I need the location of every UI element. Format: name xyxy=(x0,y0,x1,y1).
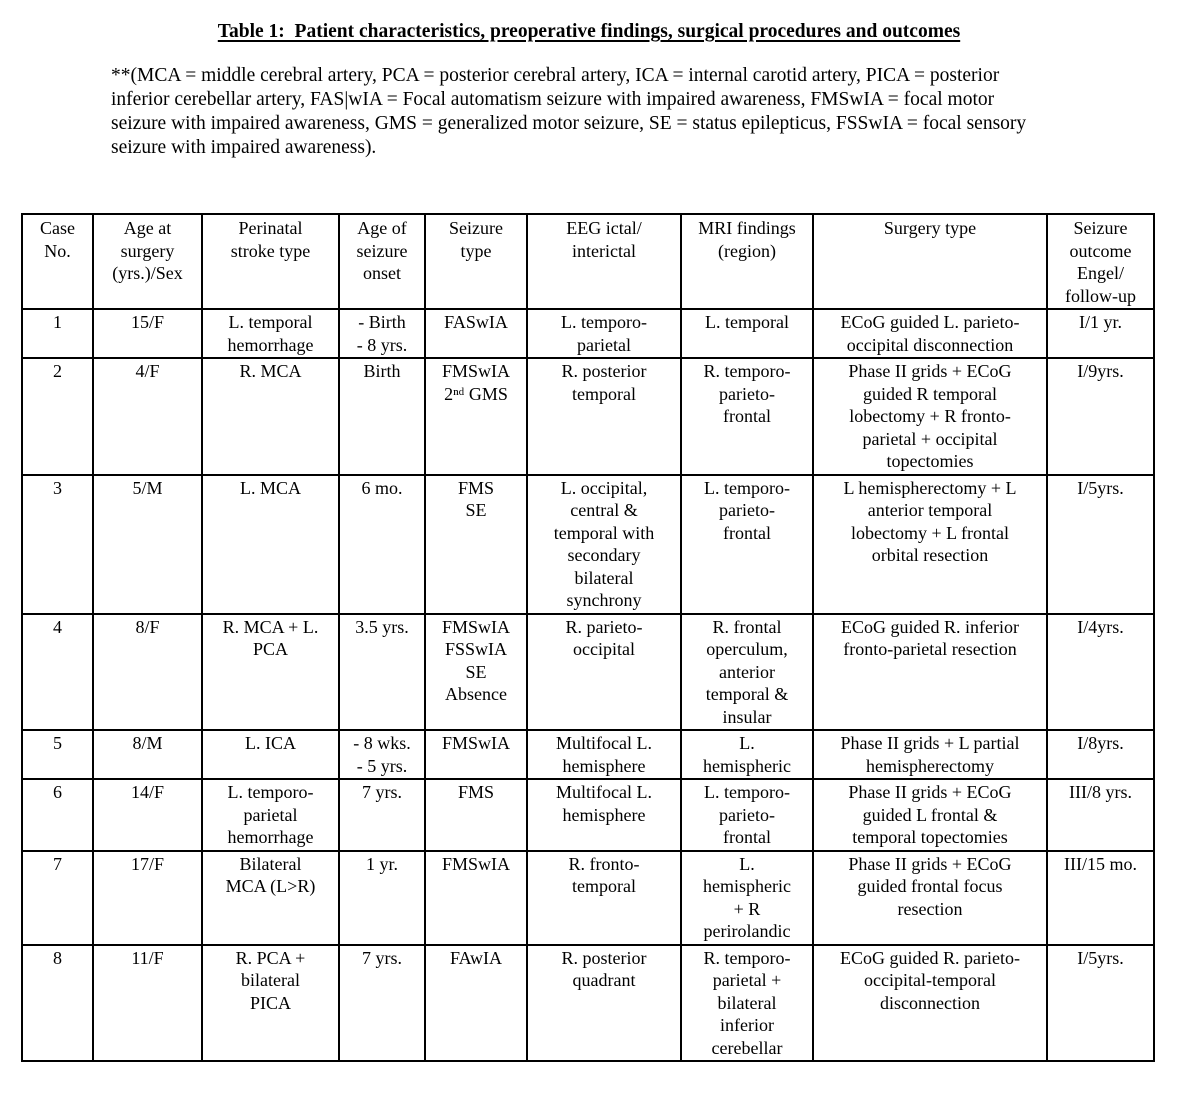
table-cell: R. temporo- parietal + bilateral inferio… xyxy=(680,943,814,1062)
table-row: 6 14/F L. temporo- parietal hemorrhage 7 yr… xyxy=(21,778,1155,852)
table-cell: I/8yrs. xyxy=(1046,729,1155,780)
table-cell: I/1 yr. xyxy=(1046,308,1155,359)
table-cell: 3.5 yrs. xyxy=(338,612,426,731)
column-header: Surgery type xyxy=(812,213,1048,310)
table-cell: FMSwIA FSSwIA SE Absence xyxy=(424,612,528,731)
table-cell: L. MCA xyxy=(201,473,340,615)
table-cell: 8/M xyxy=(92,729,203,780)
table-cell: L. temporal hemorrhage xyxy=(201,308,340,359)
table-cell: I/5yrs. xyxy=(1046,473,1155,615)
table-cell: 17/F xyxy=(92,849,203,946)
table-cell: Multifocal L. hemisphere xyxy=(526,778,682,852)
table-cell: 8 xyxy=(21,943,94,1062)
column-header: EEG ictal/ interictal xyxy=(526,213,682,310)
table-cell: Phase II grids + ECoG guided R temporal … xyxy=(812,357,1048,476)
table-cell: Phase II grids + L partial hemispherecto… xyxy=(812,729,1048,780)
table-cell: L. temporo- parietal hemorrhage xyxy=(201,778,340,852)
table-cell: 6 mo. xyxy=(338,473,426,615)
table-cell: L. ICA xyxy=(201,729,340,780)
table-cell: Multifocal L. hemisphere xyxy=(526,729,682,780)
table-cell: 5 xyxy=(21,729,94,780)
table-cell: Phase II grids + ECoG guided L frontal &… xyxy=(812,778,1048,852)
table-cell: ECoG guided R. parieto- occipital-tempor… xyxy=(812,943,1048,1062)
abbreviation-note: **(MCA = middle cerebral artery, PCA = p… xyxy=(111,65,1027,158)
table-cell: III/15 mo. xyxy=(1046,849,1155,946)
table-cell: 2 xyxy=(21,357,94,476)
table-cell: Birth xyxy=(338,357,426,476)
table-cell: L hemispherectomy + L anterior temporal … xyxy=(812,473,1048,615)
table-cell: 4/F xyxy=(92,357,203,476)
table-cell: R. posterior quadrant xyxy=(526,943,682,1062)
table-cell: L. temporo- parieto- frontal xyxy=(680,778,814,852)
table-cell: L. hemispheric + R perirolandic xyxy=(680,849,814,946)
table-cell: R. MCA + L. PCA xyxy=(201,612,340,731)
table-cell: L. temporal xyxy=(680,308,814,359)
table-cell: R. MCA xyxy=(201,357,340,476)
table-cell: ECoG guided R. inferior fronto-parietal … xyxy=(812,612,1048,731)
table-cell: 3 xyxy=(21,473,94,615)
table-cell: 5/M xyxy=(92,473,203,615)
table-row: 3 5/M L. MCA 6 mo. FMS SE L. occipital, centr… xyxy=(21,473,1155,615)
document-page: Table 1: Patient characteristics, preope… xyxy=(0,20,1178,1062)
table-cell: FMS xyxy=(424,778,528,852)
page: { "doc": { "title": "Table 1: Patient ch… xyxy=(0,20,1178,1114)
table-cell: L. hemispheric xyxy=(680,729,814,780)
table-cell: FMSwIA 2ⁿᵈ GMS xyxy=(424,357,528,476)
table-cell: ECoG guided L. parieto- occipital discon… xyxy=(812,308,1048,359)
column-header: MRI findings (region) xyxy=(680,213,814,310)
column-header: Case No. xyxy=(21,213,94,310)
table-row: 5 8/M L. ICA - 8 wks. - 5 yrs. FMSwIA Multifo… xyxy=(21,729,1155,780)
table-cell: FMSwIA xyxy=(424,729,528,780)
table-cell: - 8 wks. - 5 yrs. xyxy=(338,729,426,780)
table-cell: 1 xyxy=(21,308,94,359)
table-cell: 7 yrs. xyxy=(338,943,426,1062)
table-cell: I/4yrs. xyxy=(1046,612,1155,731)
table-cell: L. temporo- parietal xyxy=(526,308,682,359)
table-cell: R. temporo- parieto- frontal xyxy=(680,357,814,476)
table-row: 8 11/F R. PCA + bilateral PICA 7 yrs. FAwIA R… xyxy=(21,943,1155,1062)
table-title: Table 1: Patient characteristics, preope… xyxy=(217,21,961,42)
table-cell: III/8 yrs. xyxy=(1046,778,1155,852)
table-body: 1 15/F L. temporal hemorrhage - Birth - 8 y… xyxy=(21,308,1155,1062)
table-cell: R. frontal operculum, anterior temporal … xyxy=(680,612,814,731)
table-cell: 4 xyxy=(21,612,94,731)
table-cell: Phase II grids + ECoG guided frontal foc… xyxy=(812,849,1048,946)
table-cell: 7 yrs. xyxy=(338,778,426,852)
table-cell: 14/F xyxy=(92,778,203,852)
table-row: 4 8/F R. MCA + L. PCA 3.5 yrs. FMSwIA FSSwIA… xyxy=(21,612,1155,731)
table-cell: FASwIA xyxy=(424,308,528,359)
header-row: Case No. Age at surgery (yrs.)/Sex Perinat… xyxy=(21,213,1155,310)
column-header: Perinatal stroke type xyxy=(201,213,340,310)
table-row: 7 17/F Bilateral MCA (L>R) 1 yr. FMSwIA R. fr… xyxy=(21,849,1155,946)
table-cell: Bilateral MCA (L>R) xyxy=(201,849,340,946)
table-cell: 11/F xyxy=(92,943,203,1062)
table-row: 2 4/F R. MCA Birth FMSwIA 2ⁿᵈ GMS R. posterio… xyxy=(21,357,1155,476)
table-cell: R. PCA + bilateral PICA xyxy=(201,943,340,1062)
table-cell: 15/F xyxy=(92,308,203,359)
table-cell: I/5yrs. xyxy=(1046,943,1155,1062)
table-cell: 1 yr. xyxy=(338,849,426,946)
table-cell: FMSwIA xyxy=(424,849,528,946)
table-row: 1 15/F L. temporal hemorrhage - Birth - 8 y… xyxy=(21,308,1155,359)
table-cell: L. temporo- parieto- frontal xyxy=(680,473,814,615)
column-header: Seizure outcome Engel/ follow-up xyxy=(1046,213,1155,310)
table-cell: 8/F xyxy=(92,612,203,731)
column-header: Age at surgery (yrs.)/Sex xyxy=(92,213,203,310)
table-cell: FMS SE xyxy=(424,473,528,615)
table-cell: I/9yrs. xyxy=(1046,357,1155,476)
table-cell: - Birth - 8 yrs. xyxy=(338,308,426,359)
table-cell: L. occipital, central & temporal with se… xyxy=(526,473,682,615)
table-cell: R. parieto- occipital xyxy=(526,612,682,731)
table-cell: 7 xyxy=(21,849,94,946)
table-cell: R. fronto- temporal xyxy=(526,849,682,946)
patients-table: Case No. Age at surgery (yrs.)/Sex Perinat… xyxy=(21,213,1155,1062)
table-cell: 6 xyxy=(21,778,94,852)
table-cell: FAwIA xyxy=(424,943,528,1062)
column-header: Age of seizure onset xyxy=(338,213,426,310)
column-header: Seizure type xyxy=(424,213,528,310)
table-cell: R. posterior temporal xyxy=(526,357,682,476)
